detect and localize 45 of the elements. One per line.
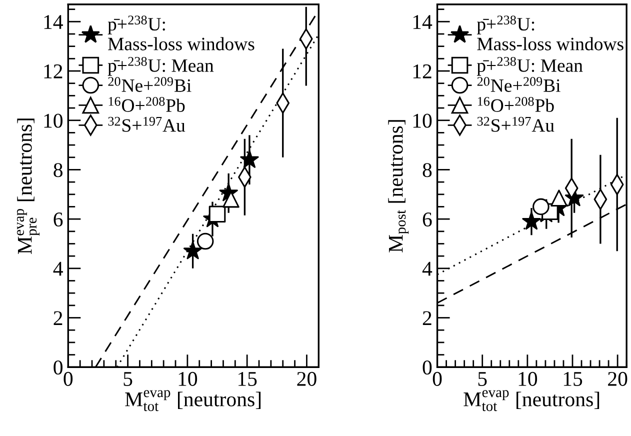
x-tick-label: 20 <box>297 372 316 386</box>
y-tick-label: 2 <box>54 311 62 325</box>
y-tick-label: 2 <box>422 311 432 325</box>
y-tick-label: 14 <box>413 15 432 29</box>
legend-label: $^{32}$S+$^{197}$Au <box>108 116 186 132</box>
legend-label: p̄+$^{238}$U: Mean <box>476 56 583 76</box>
point <box>240 150 259 168</box>
y-tick-label: 4 <box>422 262 432 276</box>
legend-label: $^{16}$O+$^{208}$Pb <box>478 96 554 112</box>
legend-label: $^{16}$O+$^{208}$Pb <box>108 96 185 112</box>
point <box>196 232 214 250</box>
legend-label: $^{20}$Ne+$^{209}$Bi <box>477 77 560 92</box>
y-tick-label: 0 <box>54 360 62 375</box>
x-tick-label: 15 <box>238 372 257 386</box>
point <box>522 212 541 230</box>
point <box>532 198 550 216</box>
point <box>208 206 226 223</box>
x-tick-label: 5 <box>478 372 487 386</box>
point <box>183 241 202 260</box>
x-tick-label: 10 <box>178 372 198 386</box>
y-tick-label: 12 <box>44 64 62 78</box>
y-tick-label: 6 <box>422 212 432 226</box>
legend-label: p̄+$^{238}$U: Mean <box>108 56 214 76</box>
x-tick-label: 0 <box>64 372 73 386</box>
y-tick-label: 12 <box>413 64 432 78</box>
x-tick-label: 0 <box>432 372 442 386</box>
y-tick-label: 8 <box>54 163 62 178</box>
y-tick-label: 10 <box>413 114 432 128</box>
y-tick-label: 8 <box>422 163 432 178</box>
x-tick-label: 15 <box>564 372 582 386</box>
y-axis-title: M$^{evap}$$_{pre}$ [neutrons] <box>16 118 40 254</box>
y-tick-label: 10 <box>44 114 62 128</box>
x-tick-label: 5 <box>124 372 132 386</box>
y-tick-label: 14 <box>44 15 63 29</box>
y-tick-label: 6 <box>54 212 63 226</box>
legend-label: $^{32}$S+$^{197}$Au <box>477 116 554 132</box>
legend-label: $^{20}$Ne+$^{209}$Bi <box>108 77 192 92</box>
x-tick-label: 20 <box>608 372 628 386</box>
text: M$^{evap}$$_{tot}$ [neutrons] <box>464 390 600 412</box>
y-tick-label: 4 <box>53 262 63 276</box>
x-tick-label: 10 <box>518 372 538 386</box>
y-tick-label: 0 <box>422 360 432 375</box>
point <box>550 190 568 206</box>
y-axis-title: M$_{post}$ [neutrons] <box>388 120 409 252</box>
text: M$^{evap}$$_{tot}$ [neutrons] <box>125 390 261 412</box>
